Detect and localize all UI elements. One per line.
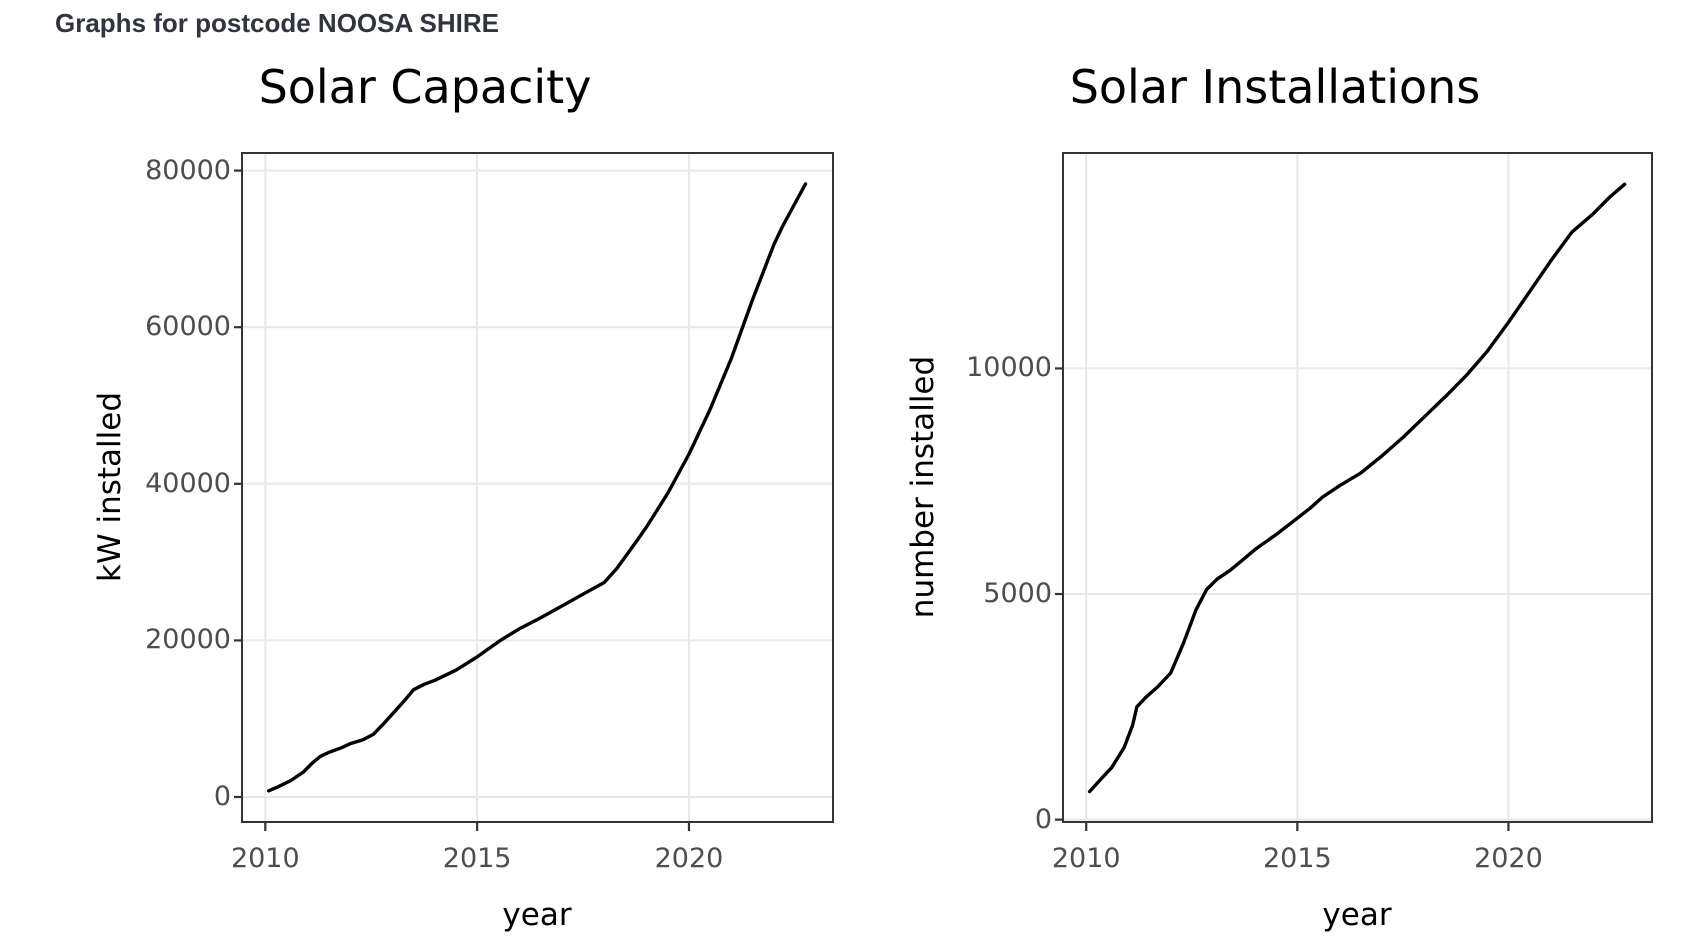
y-tick-label: 80000 <box>145 154 231 186</box>
solar-installations-plot-panel <box>1055 152 1653 831</box>
x-tick-label: 2015 <box>1262 843 1332 874</box>
x-tick-label: 2015 <box>442 843 512 874</box>
y-tick-label: 10000 <box>966 352 1052 384</box>
y-tick-label: 5000 <box>983 578 1052 610</box>
panel-border <box>1062 152 1653 823</box>
series-line <box>267 182 808 793</box>
x-tick-label: 2010 <box>1051 843 1121 874</box>
y-tick-label: 0 <box>213 781 231 813</box>
chart-title-solar-capacity: Solar Capacity <box>258 60 592 114</box>
y-tick-label: 20000 <box>145 624 231 656</box>
page-title: Graphs for postcode NOOSA SHIRE <box>55 8 499 38</box>
x-tick-label: 2020 <box>654 843 724 874</box>
y-tick-label: 40000 <box>145 467 231 499</box>
x-axis-title-year-right: year <box>1322 897 1392 933</box>
panel-border <box>241 152 834 823</box>
chart-title-solar-installations: Solar Installations <box>1069 60 1481 114</box>
x-tick-label: 2020 <box>1474 843 1543 874</box>
y-tick-label: 0 <box>1034 803 1052 835</box>
solar-capacity-plot-panel <box>234 152 834 831</box>
x-axis-title-year-left: year <box>502 897 572 933</box>
series-line <box>1087 182 1627 794</box>
x-tick-label: 2010 <box>230 843 300 874</box>
y-tick-label: 60000 <box>145 311 231 343</box>
